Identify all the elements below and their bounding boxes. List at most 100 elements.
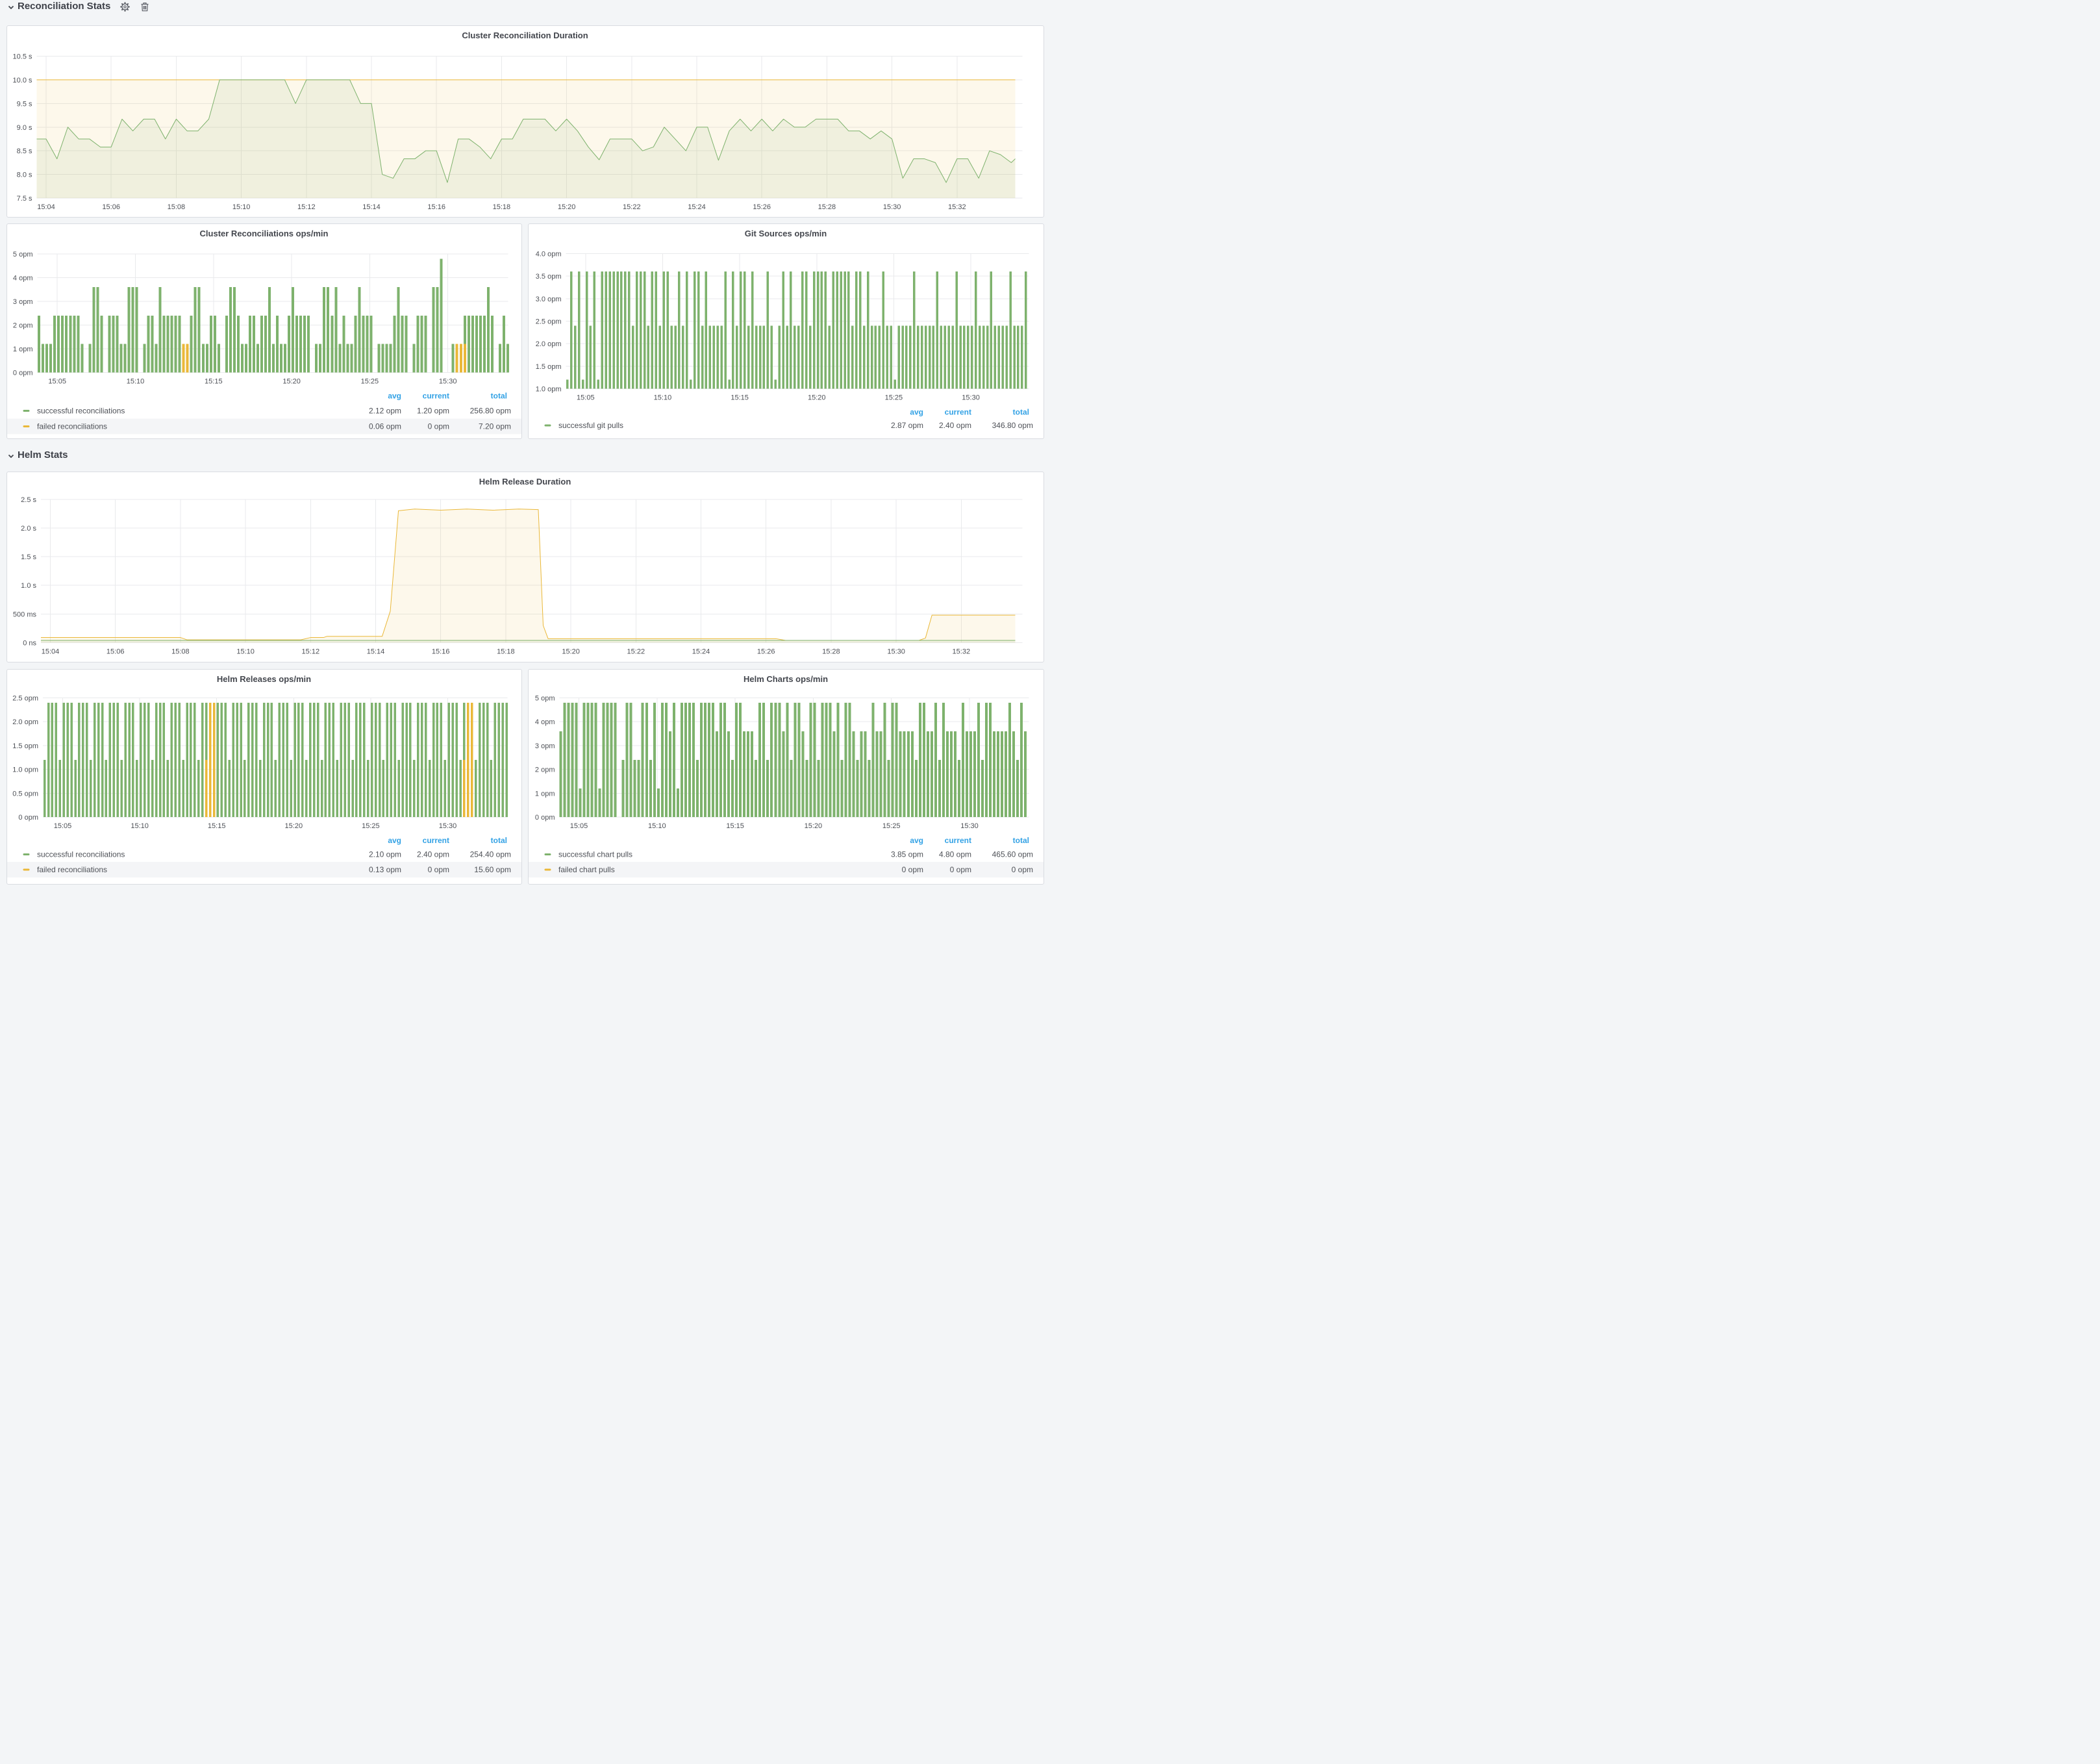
svg-text:7.5 s: 7.5 s — [16, 195, 32, 203]
svg-text:15:16: 15:16 — [427, 203, 445, 211]
svg-text:3.85 opm: 3.85 opm — [890, 850, 923, 859]
svg-text:15:25: 15:25 — [882, 822, 900, 830]
svg-text:0 opm: 0 opm — [534, 814, 555, 822]
svg-text:0 opm: 0 opm — [901, 865, 923, 874]
svg-text:15:20: 15:20 — [807, 394, 825, 401]
svg-text:15:25: 15:25 — [362, 822, 380, 830]
svg-text:3 opm: 3 opm — [534, 742, 555, 750]
svg-text:total: total — [1012, 836, 1029, 845]
svg-text:8.0 s: 8.0 s — [16, 171, 32, 179]
svg-text:successful reconciliations: successful reconciliations — [37, 406, 125, 415]
svg-text:15:14: 15:14 — [366, 648, 384, 656]
svg-text:15:20: 15:20 — [557, 203, 575, 211]
svg-text:2.5 s: 2.5 s — [21, 496, 36, 504]
svg-text:15:30: 15:30 — [887, 648, 905, 656]
svg-text:9.0 s: 9.0 s — [16, 124, 32, 132]
svg-text:15:08: 15:08 — [167, 203, 185, 211]
svg-text:current: current — [422, 836, 449, 845]
svg-text:0 opm: 0 opm — [12, 369, 32, 377]
svg-text:15:25: 15:25 — [884, 394, 903, 401]
svg-text:failed chart pulls: failed chart pulls — [558, 865, 615, 874]
svg-text:0.5 opm: 0.5 opm — [12, 790, 38, 798]
svg-text:0.06 opm: 0.06 opm — [368, 422, 401, 431]
svg-text:1.20 opm: 1.20 opm — [416, 406, 449, 415]
svg-text:1.5 opm: 1.5 opm — [535, 362, 561, 370]
svg-text:0.13 opm: 0.13 opm — [368, 865, 401, 874]
svg-text:15:14: 15:14 — [362, 203, 381, 211]
svg-text:0 ns: 0 ns — [23, 640, 36, 648]
svg-text:total: total — [490, 391, 506, 400]
svg-text:15:15: 15:15 — [205, 377, 223, 385]
svg-text:avg: avg — [388, 836, 401, 845]
svg-text:15:30: 15:30 — [438, 822, 456, 830]
svg-text:15:22: 15:22 — [627, 648, 645, 656]
svg-text:15:15: 15:15 — [207, 822, 225, 830]
svg-text:current: current — [944, 836, 971, 845]
svg-text:15:10: 15:10 — [236, 648, 255, 656]
svg-text:15:10: 15:10 — [126, 377, 144, 385]
svg-text:15:05: 15:05 — [577, 394, 595, 401]
svg-text:2.5 opm: 2.5 opm — [535, 318, 561, 325]
svg-text:15:24: 15:24 — [692, 648, 710, 656]
svg-text:1.0 s: 1.0 s — [21, 582, 36, 590]
svg-text:256.80 opm: 256.80 opm — [469, 406, 510, 415]
svg-text:1.5 opm: 1.5 opm — [12, 742, 38, 750]
svg-text:3.5 opm: 3.5 opm — [535, 273, 561, 281]
svg-text:4 opm: 4 opm — [12, 274, 32, 282]
svg-text:15:18: 15:18 — [497, 648, 515, 656]
svg-text:current: current — [944, 407, 971, 416]
svg-text:0 opm: 0 opm — [949, 865, 971, 874]
svg-text:15:10: 15:10 — [232, 203, 250, 211]
svg-text:4.0 opm: 4.0 opm — [535, 250, 561, 258]
svg-text:15:28: 15:28 — [818, 203, 836, 211]
svg-text:15:05: 15:05 — [569, 822, 588, 830]
svg-text:15:16: 15:16 — [431, 648, 449, 656]
svg-text:total: total — [490, 836, 506, 845]
svg-text:2.0 opm: 2.0 opm — [12, 718, 38, 726]
svg-text:15:10: 15:10 — [648, 822, 666, 830]
svg-text:15:18: 15:18 — [492, 203, 510, 211]
svg-text:2 opm: 2 opm — [534, 766, 555, 774]
svg-text:15:30: 15:30 — [962, 394, 980, 401]
svg-text:5 opm: 5 opm — [534, 694, 555, 702]
svg-text:15:08: 15:08 — [171, 648, 190, 656]
svg-text:15:25: 15:25 — [360, 377, 379, 385]
svg-text:current: current — [422, 391, 449, 400]
svg-text:10.5 s: 10.5 s — [12, 53, 32, 61]
svg-text:346.80 opm: 346.80 opm — [992, 421, 1032, 430]
svg-text:15:15: 15:15 — [726, 822, 744, 830]
svg-text:2.5 opm: 2.5 opm — [12, 694, 38, 702]
svg-text:2.0 s: 2.0 s — [21, 525, 36, 533]
svg-text:avg: avg — [910, 407, 923, 416]
svg-text:1.0 opm: 1.0 opm — [12, 766, 38, 774]
svg-text:15:32: 15:32 — [948, 203, 966, 211]
svg-text:15:04: 15:04 — [41, 648, 59, 656]
svg-text:0 opm: 0 opm — [1011, 865, 1032, 874]
svg-text:15:26: 15:26 — [756, 648, 775, 656]
svg-text:15:20: 15:20 — [282, 377, 301, 385]
svg-text:15:20: 15:20 — [804, 822, 822, 830]
svg-text:1 opm: 1 opm — [12, 346, 32, 353]
svg-text:1 opm: 1 opm — [534, 790, 555, 798]
svg-text:successful git pulls: successful git pulls — [558, 421, 623, 430]
svg-text:total: total — [1012, 407, 1029, 416]
svg-text:15:15: 15:15 — [731, 394, 749, 401]
svg-text:15:10: 15:10 — [131, 822, 149, 830]
svg-text:failed reconciliations: failed reconciliations — [37, 865, 107, 874]
svg-text:2.10 opm: 2.10 opm — [368, 850, 401, 859]
svg-text:15:04: 15:04 — [37, 203, 55, 211]
svg-text:500 ms: 500 ms — [12, 611, 36, 618]
svg-text:15:05: 15:05 — [53, 822, 71, 830]
svg-text:15:12: 15:12 — [297, 203, 316, 211]
svg-text:4.80 opm: 4.80 opm — [938, 850, 971, 859]
svg-text:15:30: 15:30 — [960, 822, 979, 830]
svg-text:5 opm: 5 opm — [12, 251, 32, 258]
svg-text:2 opm: 2 opm — [12, 321, 32, 329]
svg-text:15:20: 15:20 — [284, 822, 303, 830]
svg-text:2.0 opm: 2.0 opm — [535, 340, 561, 348]
svg-text:successful chart pulls: successful chart pulls — [558, 850, 632, 859]
svg-text:7.20 opm: 7.20 opm — [478, 422, 510, 431]
svg-text:15:24: 15:24 — [688, 203, 706, 211]
svg-text:3.0 opm: 3.0 opm — [535, 295, 561, 303]
svg-text:15:12: 15:12 — [301, 648, 319, 656]
